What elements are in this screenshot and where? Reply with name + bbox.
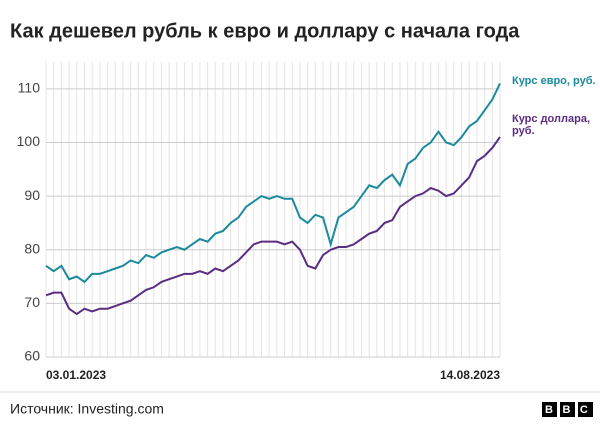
x-tick-label: 14.08.2023	[440, 368, 500, 382]
line	[45, 83, 501, 284]
y-tick-label: 60	[24, 348, 40, 364]
logo-box	[542, 402, 557, 417]
legend-label: Курс доллара, руб.	[512, 113, 590, 138]
chart-title: Как дешевел рубль к евро и доллару с нач…	[10, 20, 520, 42]
legend-label: Курс евро, руб.	[512, 75, 596, 88]
logo: BBC	[545, 404, 597, 416]
y-tick-label: 100	[17, 133, 41, 149]
source: Источник: Investing.com	[10, 401, 164, 417]
logo-box	[578, 402, 593, 417]
y-tick-label: 80	[24, 240, 40, 256]
y-tick-label: 110	[18, 80, 41, 96]
y-tick-label: 70	[24, 294, 40, 310]
logo-box	[560, 402, 575, 417]
x-tick-label: 03.01.2023	[46, 368, 106, 382]
line	[45, 136, 501, 316]
y-tick-label: 90	[24, 187, 40, 203]
